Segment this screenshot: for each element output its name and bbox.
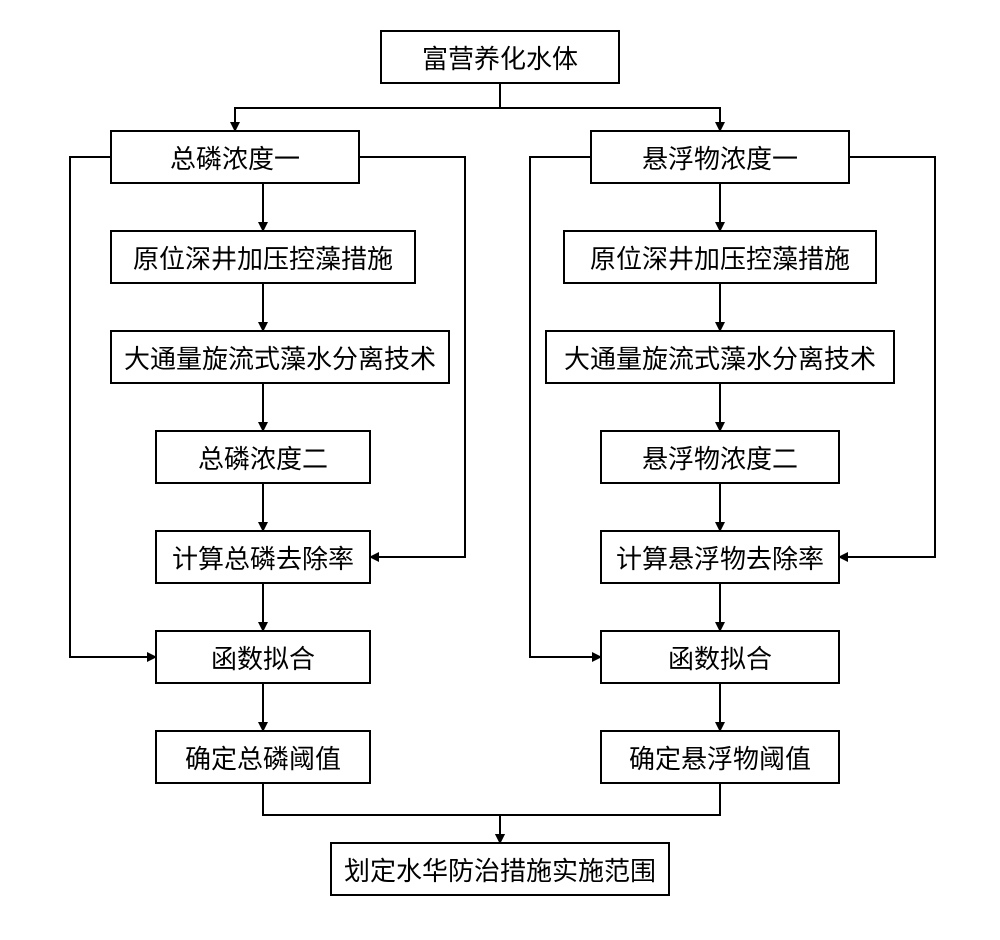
node-label: 总磷浓度一 — [170, 139, 300, 176]
node-l4: 总磷浓度二 — [155, 430, 371, 484]
node-label: 大通量旋流式藻水分离技术 — [564, 339, 876, 376]
node-label: 原位深井加压控藻措施 — [590, 239, 850, 276]
node-label: 确定总磷阈值 — [185, 739, 341, 776]
node-r2: 原位深井加压控藻措施 — [563, 230, 877, 284]
node-label: 富营养化水体 — [422, 39, 578, 76]
node-l1: 总磷浓度一 — [110, 130, 360, 184]
node-label: 划定水华防治措施实施范围 — [344, 851, 656, 888]
node-label: 悬浮物浓度二 — [642, 439, 798, 476]
node-label: 大通量旋流式藻水分离技术 — [124, 339, 436, 376]
node-l6: 函数拟合 — [155, 630, 371, 684]
node-r5: 计算悬浮物去除率 — [600, 530, 840, 584]
node-label: 总磷浓度二 — [198, 439, 328, 476]
node-label: 悬浮物浓度一 — [642, 139, 798, 176]
node-r7: 确定悬浮物阈值 — [600, 730, 840, 784]
node-bottom: 划定水华防治措施实施范围 — [330, 842, 670, 896]
node-l3: 大通量旋流式藻水分离技术 — [110, 330, 450, 384]
node-label: 原位深井加压控藻措施 — [133, 239, 393, 276]
node-r3: 大通量旋流式藻水分离技术 — [545, 330, 895, 384]
node-l5: 计算总磷去除率 — [155, 530, 371, 584]
node-l7: 确定总磷阈值 — [155, 730, 371, 784]
node-label: 函数拟合 — [211, 639, 315, 676]
node-r1: 悬浮物浓度一 — [590, 130, 850, 184]
node-l2: 原位深井加压控藻措施 — [110, 230, 416, 284]
node-label: 计算总磷去除率 — [172, 539, 354, 576]
node-label: 函数拟合 — [668, 639, 772, 676]
node-r6: 函数拟合 — [600, 630, 840, 684]
node-r4: 悬浮物浓度二 — [600, 430, 840, 484]
node-label: 计算悬浮物去除率 — [616, 539, 824, 576]
node-label: 确定悬浮物阈值 — [629, 739, 811, 776]
node-top: 富营养化水体 — [380, 30, 620, 84]
